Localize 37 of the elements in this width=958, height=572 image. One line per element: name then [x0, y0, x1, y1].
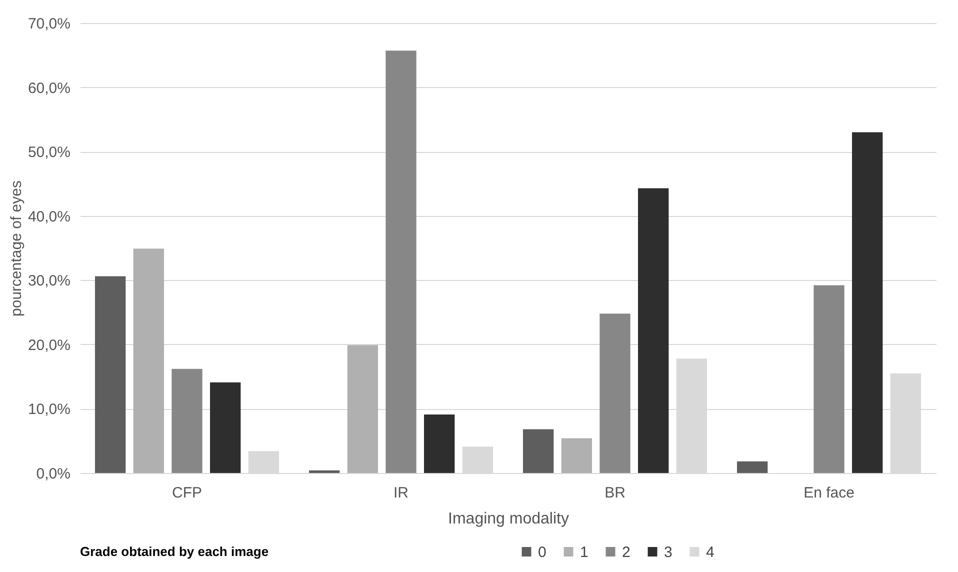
bar: [133, 248, 164, 473]
y-tick-label: 10,0%: [28, 401, 70, 418]
x-tick-label: CFP: [172, 484, 202, 502]
legend-label: 2: [622, 544, 630, 561]
legend-title: Grade obtained by each image: [80, 544, 269, 559]
bar: [172, 368, 202, 473]
x-tick-label: En face: [804, 484, 854, 502]
y-axis-title: pourcentage of eyes: [8, 180, 25, 316]
bar: [308, 470, 340, 473]
y-tick-label: 30,0%: [28, 272, 70, 290]
bar: [210, 382, 241, 473]
legend-label: 1: [580, 544, 588, 561]
bar: [386, 50, 416, 473]
y-tick-label: 20,0%: [28, 336, 70, 354]
x-axis-title: Imaging modality: [448, 510, 569, 528]
legend-label: 0: [538, 544, 546, 561]
legend-label: 4: [706, 544, 714, 561]
bar: [522, 429, 554, 473]
bar: [814, 285, 844, 473]
bar: [561, 438, 592, 473]
y-tick-label: 50,0%: [28, 144, 70, 162]
bar: [638, 188, 669, 473]
legend-label: 3: [664, 544, 672, 561]
bar: [600, 314, 630, 473]
y-tick-label: 60,0%: [28, 80, 70, 97]
bar: [424, 414, 455, 473]
x-tick-label: IR: [394, 484, 409, 502]
bar: [347, 345, 378, 473]
bar: [852, 132, 883, 473]
y-tick-label: 0,0%: [36, 466, 70, 482]
y-tick-label: 40,0%: [28, 208, 70, 226]
y-tick-label: 70,0%: [28, 16, 70, 32]
bar: [462, 446, 494, 473]
bar: [248, 451, 280, 473]
x-tick-label: BR: [604, 484, 626, 502]
bar: [94, 276, 126, 473]
bar: [736, 461, 768, 473]
